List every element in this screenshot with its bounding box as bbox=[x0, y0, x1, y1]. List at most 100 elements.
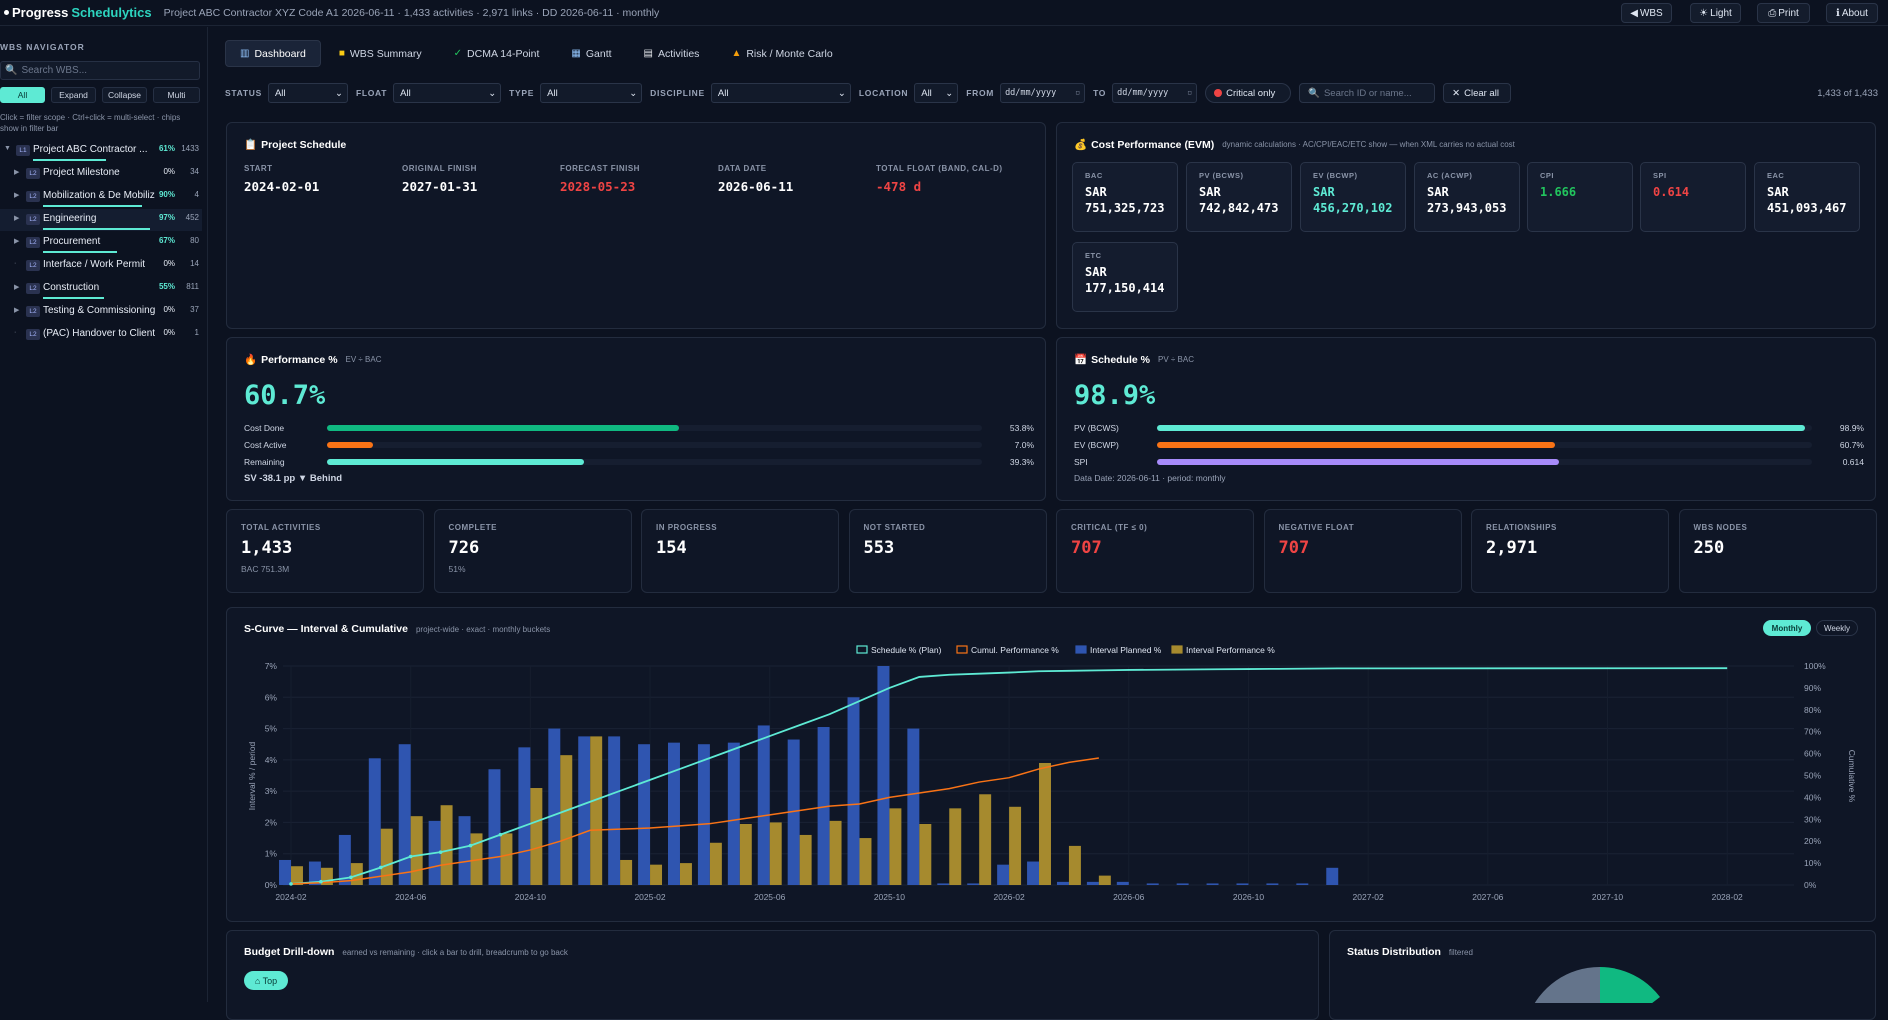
location-filter-select[interactable]: All ⌄ bbox=[914, 83, 959, 103]
pie-slice-complete[interactable] bbox=[1600, 967, 1660, 1003]
interval-performance-bar[interactable] bbox=[949, 808, 962, 885]
wbs-tree-row[interactable]: ▼ L1 Project ABC Contractor ... 61% 1433 bbox=[0, 140, 202, 162]
interval-planned-bar[interactable] bbox=[1176, 883, 1189, 885]
clear-all-button[interactable]: ✕ Clear all bbox=[1443, 83, 1512, 103]
wbs-tree-row[interactable]: · L2 (PAC) Handover to Client 0% 1 bbox=[0, 324, 202, 346]
pie-slice-not-started[interactable] bbox=[1528, 966, 1600, 1003]
interval-planned-bar[interactable] bbox=[1116, 881, 1129, 885]
light-mode-button[interactable]: ☀ Light bbox=[1690, 3, 1741, 23]
activity-search-input[interactable]: 🔍 Search ID or name... bbox=[1299, 83, 1436, 103]
interval-planned-bar[interactable] bbox=[1146, 883, 1159, 885]
interval-planned-bar[interactable] bbox=[1326, 867, 1339, 885]
interval-performance-bar[interactable] bbox=[590, 736, 603, 885]
interval-planned-bar[interactable] bbox=[1086, 881, 1099, 885]
discipline-filter-select[interactable]: All ⌄ bbox=[710, 83, 851, 103]
interval-performance-bar[interactable] bbox=[320, 867, 333, 885]
print-button[interactable]: ⎙ Print bbox=[1757, 3, 1810, 23]
interval-planned-bar[interactable] bbox=[638, 744, 651, 885]
interval-planned-bar[interactable] bbox=[1266, 883, 1279, 885]
interval-planned-bar[interactable] bbox=[518, 747, 531, 885]
interval-planned-bar[interactable] bbox=[757, 725, 770, 885]
interval-planned-bar[interactable] bbox=[967, 883, 980, 885]
interval-performance-bar[interactable] bbox=[889, 808, 902, 885]
interval-planned-bar[interactable] bbox=[1056, 881, 1069, 885]
interval-planned-bar[interactable] bbox=[907, 728, 920, 885]
interval-planned-bar[interactable] bbox=[338, 834, 351, 885]
type-filter-select[interactable]: All ⌄ bbox=[540, 83, 643, 103]
interval-planned-bar[interactable] bbox=[787, 739, 800, 885]
interval-planned-bar[interactable] bbox=[1236, 883, 1249, 885]
interval-performance-bar[interactable] bbox=[919, 823, 932, 885]
interval-performance-bar[interactable] bbox=[739, 823, 752, 885]
tab-dcma-14-point[interactable]: ✓ DCMA 14-Point bbox=[440, 40, 554, 67]
interval-performance-bar[interactable] bbox=[1068, 845, 1081, 885]
interval-planned-bar[interactable] bbox=[1296, 883, 1309, 885]
interval-performance-bar[interactable] bbox=[859, 838, 872, 885]
wbs-tree-row[interactable]: ▶ L2 Construction 55% 811 bbox=[0, 278, 202, 300]
monthly-toggle[interactable]: Monthly bbox=[1763, 620, 1811, 636]
interval-planned-bar[interactable] bbox=[368, 758, 381, 885]
to-date-input[interactable]: dd/mm/yyyy ▫ bbox=[1112, 83, 1198, 103]
interval-performance-bar[interactable] bbox=[709, 842, 722, 885]
tab-gantt[interactable]: ▦ Gantt bbox=[557, 40, 625, 67]
interval-performance-bar[interactable] bbox=[470, 833, 483, 885]
interval-planned-bar[interactable] bbox=[937, 883, 950, 885]
from-date-input[interactable]: dd/mm/yyyy ▫ bbox=[1000, 83, 1086, 103]
tree-caret-icon[interactable]: ▶ bbox=[14, 169, 20, 176]
weekly-toggle[interactable]: Weekly bbox=[1816, 620, 1858, 636]
wbs-tree-row[interactable]: · L2 Interface / Work Permit 0% 14 bbox=[0, 255, 202, 277]
interval-performance-bar[interactable] bbox=[650, 864, 663, 885]
interval-performance-bar[interactable] bbox=[1039, 762, 1051, 885]
interval-planned-bar[interactable] bbox=[1206, 883, 1219, 885]
interval-performance-bar[interactable] bbox=[829, 820, 842, 885]
interval-planned-bar[interactable] bbox=[279, 859, 291, 885]
wbs-tree-row[interactable]: ▶ L2 Mobilization & De Mobiliz... 90% 4 bbox=[0, 186, 202, 208]
wbs-tree-row[interactable]: ▶ L2 Testing & Commissioning 0% 37 bbox=[0, 301, 202, 323]
interval-planned-bar[interactable] bbox=[847, 697, 860, 885]
interval-planned-bar[interactable] bbox=[308, 861, 321, 885]
sb-collapse-button[interactable]: Collapse bbox=[102, 87, 147, 103]
tab-risk-monte-carlo[interactable]: ▲ Risk / Monte Carlo bbox=[717, 40, 846, 67]
tree-caret-icon[interactable]: ▶ bbox=[14, 238, 20, 245]
tree-caret-icon[interactable]: ▶ bbox=[14, 192, 20, 199]
wbs-search-input[interactable]: 🔍 Search WBS... bbox=[0, 61, 200, 80]
budget-top-breadcrumb[interactable]: ⌂ Top bbox=[244, 971, 288, 990]
interval-performance-bar[interactable] bbox=[799, 834, 812, 885]
interval-performance-bar[interactable] bbox=[410, 816, 423, 885]
tab-dashboard[interactable]: ▥ Dashboard bbox=[225, 40, 321, 67]
tree-caret-icon[interactable]: · bbox=[14, 329, 17, 336]
float-filter-select[interactable]: All ⌄ bbox=[393, 83, 502, 103]
interval-performance-bar[interactable] bbox=[1098, 875, 1111, 885]
wbs-tree-row[interactable]: ▶ L2 Engineering 97% 452 bbox=[0, 209, 202, 231]
interval-performance-bar[interactable] bbox=[769, 822, 782, 885]
interval-performance-bar[interactable] bbox=[979, 794, 992, 885]
wbs-toggle-button[interactable]: ◀ WBS bbox=[1621, 3, 1672, 23]
tab-wbs-summary[interactable]: ■ WBS Summary bbox=[325, 40, 436, 67]
interval-planned-bar[interactable] bbox=[608, 736, 621, 885]
interval-planned-bar[interactable] bbox=[697, 744, 710, 885]
interval-performance-bar[interactable] bbox=[350, 863, 363, 885]
interval-performance-bar[interactable] bbox=[560, 755, 573, 885]
wbs-tree-row[interactable]: ▶ L2 Procurement 67% 80 bbox=[0, 232, 202, 254]
tree-caret-icon[interactable]: ▶ bbox=[14, 284, 20, 291]
about-button[interactable]: ℹ About bbox=[1826, 3, 1878, 23]
interval-performance-bar[interactable] bbox=[530, 788, 543, 885]
interval-planned-bar[interactable] bbox=[398, 744, 411, 885]
sb-multi-button[interactable]: Multi bbox=[153, 87, 200, 103]
interval-planned-bar[interactable] bbox=[877, 666, 890, 885]
status-filter-select[interactable]: All ⌄ bbox=[267, 83, 348, 103]
interval-planned-bar[interactable] bbox=[548, 728, 561, 885]
tree-caret-icon[interactable]: ▼ bbox=[4, 145, 11, 152]
tree-caret-icon[interactable]: · bbox=[14, 260, 17, 267]
sb-expand-button[interactable]: Expand bbox=[51, 87, 96, 103]
interval-performance-bar[interactable] bbox=[679, 863, 692, 885]
interval-performance-bar[interactable] bbox=[1009, 806, 1022, 885]
tab-activities[interactable]: ▤ Activities bbox=[630, 40, 714, 67]
sb-all-button[interactable]: All bbox=[0, 87, 45, 103]
interval-performance-bar[interactable] bbox=[380, 828, 393, 885]
interval-planned-bar[interactable] bbox=[727, 742, 740, 885]
wbs-tree-row[interactable]: ▶ L2 Project Milestone 0% 34 bbox=[0, 163, 202, 185]
interval-planned-bar[interactable] bbox=[1027, 861, 1040, 885]
interval-planned-bar[interactable] bbox=[458, 816, 471, 885]
interval-planned-bar[interactable] bbox=[817, 727, 830, 885]
